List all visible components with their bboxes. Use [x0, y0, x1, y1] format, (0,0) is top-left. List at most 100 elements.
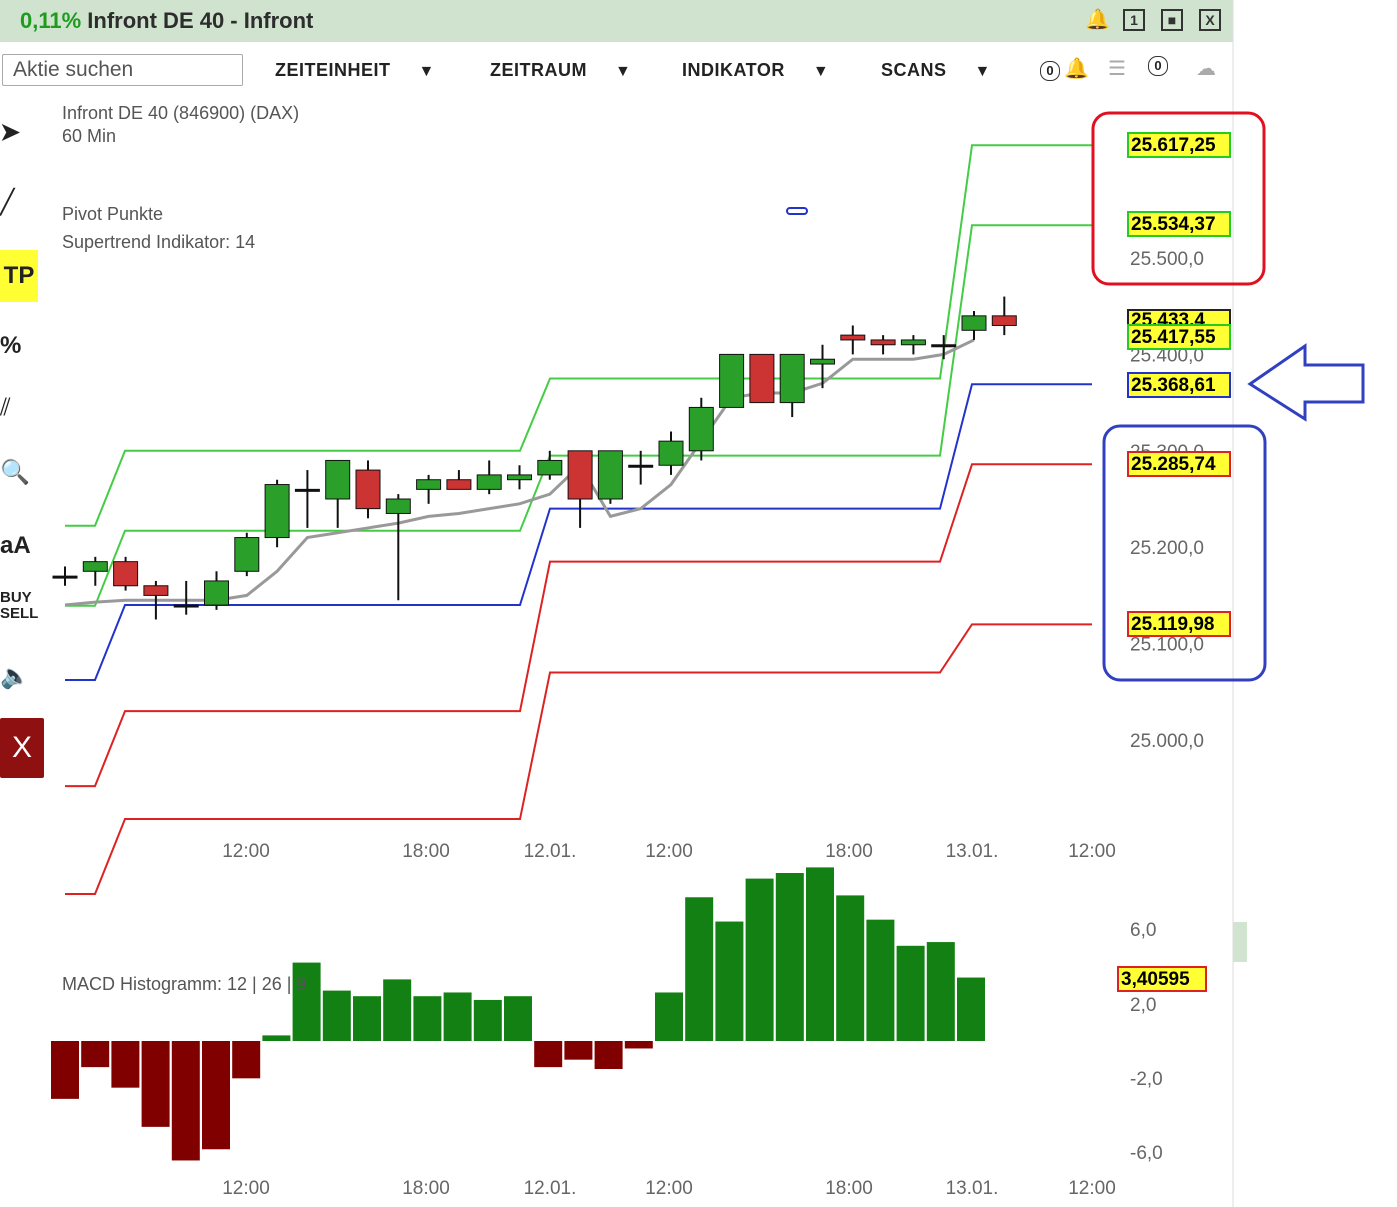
speaker-icon[interactable]: 🔈 [0, 663, 30, 690]
sell-label: SELL [0, 605, 39, 622]
price-label-p3: 25.433,4 [1127, 309, 1231, 327]
macd-x-axis-tick: 18:00 [402, 1178, 450, 1199]
candle-body [537, 459, 563, 476]
font-size-tool[interactable]: aA [0, 532, 31, 559]
interval-label: 60 Min [62, 126, 117, 146]
toolbar: Aktie suchen ZEITEINHEIT ▼ ZEITRAUM ▼ INDI… [0, 42, 1233, 100]
macd-bar [866, 919, 895, 1041]
tp-button[interactable]: TP [0, 250, 38, 302]
search-placeholder: Aktie suchen [13, 58, 134, 81]
macd-x-axis-tick: 12:00 [222, 1178, 270, 1199]
percent-tool[interactable]: % [0, 332, 22, 359]
buy-sell-tool[interactable]: BUY SELL [0, 590, 38, 622]
candle-body [416, 479, 442, 490]
macd-bar [383, 979, 412, 1041]
window-title: 0,11% Infront DE 40 - Infront [20, 8, 313, 34]
window-controls: 🔔 1 ■ X [1085, 9, 1221, 31]
scroll-handle [1233, 922, 1247, 962]
macd-bar [413, 996, 442, 1041]
candle-body [961, 315, 987, 331]
macd-y-tick: -6,0 [1130, 1143, 1163, 1164]
instrument-label: Infront DE 40 (846900) (DAX) [62, 103, 300, 123]
macd-bar [262, 1035, 291, 1041]
candle-body [52, 575, 78, 579]
window-title-text: Infront DE 40 - Infront [87, 8, 314, 33]
candle-body [900, 339, 926, 346]
macd-bar [353, 996, 381, 1041]
candle-body [173, 604, 199, 608]
chevron-down-icon: ▼ [615, 63, 632, 80]
pivot-line-s1 [65, 463, 1092, 788]
search-input[interactable]: Aktie suchen [2, 54, 243, 86]
menu-zeitraum[interactable]: ZEITRAUM ▼ [490, 60, 631, 81]
trendline-icon[interactable]: ╱ [0, 189, 15, 216]
macd-x-axis-tick: 12:00 [1068, 1178, 1116, 1199]
x-axis-tick: 18:00 [402, 841, 450, 862]
macd-bar [51, 1041, 79, 1099]
candle-body [628, 464, 654, 468]
price-label-p7: 25.119,98 [1127, 611, 1231, 637]
macd-bar [232, 1041, 261, 1079]
cursor-add-icon[interactable]: ➤ [0, 119, 21, 146]
title-bar: 0,11% Infront DE 40 - Infront 🔔 1 ■ X [0, 0, 1233, 43]
macd-bar [926, 942, 955, 1041]
buy-label: BUY [0, 589, 32, 606]
macd-bar [473, 999, 502, 1041]
candle-body [446, 479, 472, 490]
macd-bar [504, 996, 532, 1041]
price-label-p2: 25.534,37 [1127, 211, 1231, 237]
candle-body [204, 580, 229, 606]
macd-bar [81, 1041, 110, 1068]
candle-body [991, 315, 1017, 326]
indicator-pivot-label: Pivot Punkte [62, 204, 164, 224]
candle-body [507, 474, 532, 481]
macd-bar [594, 1041, 623, 1069]
menu-indikator[interactable]: INDIKATOR ▼ [682, 60, 829, 81]
y-axis-tick: 25.200,0 [1130, 538, 1204, 559]
pivot-line-r2 [65, 144, 1092, 527]
macd-bar [685, 897, 714, 1041]
macd-bar [564, 1041, 593, 1060]
restore-icon[interactable]: ■ [1161, 9, 1183, 31]
portfolio-group[interactable]: 0 [1148, 56, 1168, 76]
macd-x-axis-tick: 12:00 [645, 1178, 693, 1199]
close-icon[interactable]: X [1199, 9, 1221, 31]
blue-highlight-frame [1102, 424, 1267, 682]
candle-body [143, 585, 169, 596]
candle-body [749, 353, 775, 404]
menu-scans[interactable]: SCANS ▼ [881, 60, 991, 81]
candle-body [567, 450, 593, 500]
window-1-icon[interactable]: 1 [1123, 9, 1145, 31]
x-axis-tick: 12:00 [645, 841, 693, 862]
zoom-icon[interactable]: 🔍 [0, 459, 30, 486]
cloud-icon[interactable]: ☁ [1196, 58, 1216, 80]
macd-bar [171, 1041, 200, 1161]
menu-zeiteinheit[interactable]: ZEITEINHEIT ▼ [275, 60, 435, 81]
candle-body [325, 459, 351, 500]
macd-x-axis-tick: 18:00 [825, 1178, 873, 1199]
watchlist-add-icon[interactable]: ☰ [1108, 58, 1126, 80]
candle-body [840, 334, 866, 341]
macd-value-label: 3,40595 [1117, 966, 1207, 992]
bell-icon[interactable]: 🔔 [1085, 9, 1110, 31]
indicator-supertrend-label: Supertrend Indikator: 14 [62, 232, 256, 252]
marker-icon [786, 207, 808, 215]
macd-label: MACD Histogramm: 12 | 26 | 9 [62, 974, 307, 994]
candle-body [597, 450, 623, 500]
candle-body [234, 537, 260, 572]
bell-alert-icon: 🔔 [1064, 58, 1090, 80]
x-axis-tick: 12.01. [524, 841, 577, 862]
menu-label: INDIKATOR [682, 60, 785, 80]
chevron-down-icon: ▼ [418, 63, 435, 80]
portfolio-count-badge: 0 [1148, 56, 1168, 76]
parallel-lines-icon[interactable]: ⫽ [0, 394, 11, 421]
macd-y-tick: -2,0 [1130, 1069, 1163, 1090]
chevron-down-icon: ▼ [812, 63, 830, 80]
y-axis-tick: 25.400,0 [1130, 345, 1204, 366]
close-drawings-button[interactable]: X [0, 718, 44, 778]
pivot-line-r1 [65, 224, 1092, 607]
menu-label: ZEITEINHEIT [275, 60, 391, 80]
candle-body [810, 358, 835, 365]
alerts-group[interactable]: 0 🔔 [1040, 56, 1089, 81]
